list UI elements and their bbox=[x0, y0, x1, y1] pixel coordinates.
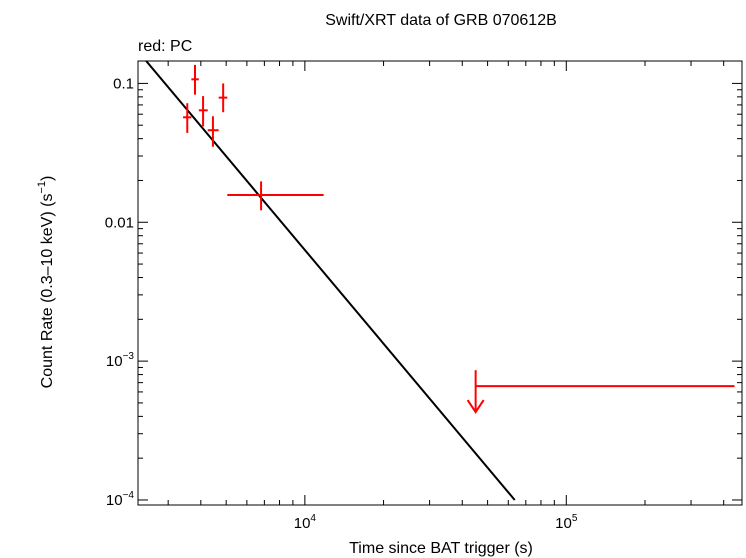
y-tick-label: 10−3 bbox=[106, 351, 135, 370]
plot-frame bbox=[137, 60, 743, 506]
model-fit-line bbox=[144, 61, 516, 501]
upper-limit-arrow-head bbox=[466, 399, 485, 414]
data-point bbox=[218, 83, 228, 113]
data-point bbox=[191, 64, 199, 95]
y-tick-label-exp: −3 bbox=[123, 351, 135, 362]
x-tick-label-base: 10 bbox=[555, 515, 572, 532]
chart-subtitle: red: PC bbox=[138, 38, 192, 55]
y-axis-label-close: ) bbox=[39, 176, 56, 181]
y-tick-label-base: 0.01 bbox=[105, 214, 134, 231]
x-axis-label: Time since BAT trigger (s) bbox=[349, 540, 533, 557]
upper-limit bbox=[466, 370, 735, 414]
y-axis-label-main: Count Rate (0.3–10 keV) (s bbox=[39, 194, 56, 389]
data-point bbox=[198, 96, 208, 127]
data-point bbox=[227, 181, 324, 211]
y-tick-label-base: 10 bbox=[106, 492, 123, 509]
y-tick-label-base: 10 bbox=[106, 353, 123, 370]
model-layer bbox=[144, 61, 516, 501]
x-tick-label-exp: 4 bbox=[310, 513, 316, 524]
chart-title: Swift/XRT data of GRB 070612B bbox=[325, 12, 557, 29]
x-tick-label-exp: 5 bbox=[572, 513, 578, 524]
x-tick-label: 104 bbox=[294, 513, 317, 532]
y-tick-label: 0.01 bbox=[105, 214, 134, 231]
data-point bbox=[183, 103, 192, 133]
x-tick-label-base: 10 bbox=[294, 515, 311, 532]
y-tick-label-exp: −4 bbox=[123, 490, 135, 501]
data-layer bbox=[183, 64, 735, 414]
y-tick-label: 10−4 bbox=[106, 490, 135, 509]
x-tick-label: 105 bbox=[555, 513, 578, 532]
data-point bbox=[207, 116, 219, 147]
y-axis-label-exp: −1 bbox=[36, 181, 48, 194]
y-axis-label: Count Rate (0.3–10 keV) (s−1) bbox=[36, 176, 56, 389]
y-tick-label: 0.1 bbox=[113, 75, 134, 92]
y-tick-label-base: 0.1 bbox=[113, 75, 134, 92]
